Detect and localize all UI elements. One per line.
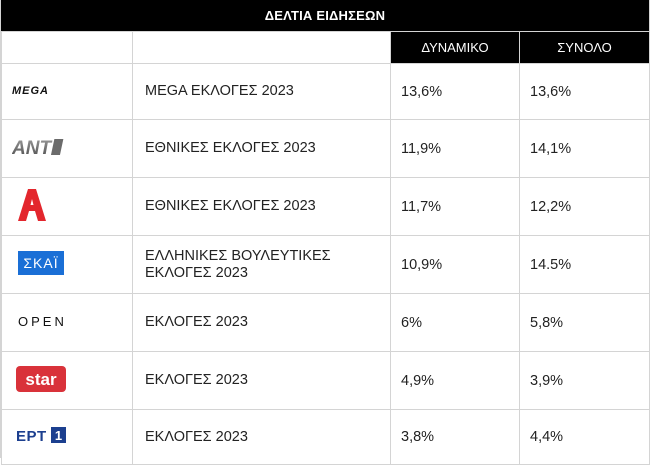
dynamic-value: 4,9% <box>390 351 520 410</box>
dynamic-value: 13,6% <box>390 63 520 120</box>
table-row: OPEN ΕΚΛΟΓΕΣ 2023 6% 5,8% <box>1 293 650 352</box>
svg-text:star: star <box>25 370 57 389</box>
channel-logo-cell: ANT <box>1 119 133 178</box>
channel-logo-cell <box>1 177 133 236</box>
total-value: 12,2% <box>519 177 650 236</box>
program-name: ΕΚΛΟΓΕΣ 2023 <box>132 293 391 352</box>
ant1-logo-icon: ANT <box>12 136 68 158</box>
channel-logo-cell: star <box>1 351 133 410</box>
total-value: 4,4% <box>519 409 650 465</box>
program-name: ΕΘΝΙΚΕΣ ΕΚΛΟΓΕΣ 2023 <box>132 119 391 178</box>
dynamic-value: 11,9% <box>390 119 520 178</box>
ert1-logo-icon: ΕΡΤ 1 <box>16 426 68 444</box>
star-logo-icon: star <box>16 365 66 392</box>
table-row: ΣΚΑΪ ΕΛΛΗΝΙΚΕΣ ΒΟΥΛΕΥΤΙΚΕΣ ΕΚΛΟΓΕΣ 2023 … <box>1 235 650 294</box>
total-value: 13,6% <box>519 63 650 120</box>
ratings-table: ΔΥΝΑΜΙΚΟ ΣΥΝΟΛΟ MEGA MEGA ΕΚΛΟΓΕΣ 2023 1… <box>1 31 650 465</box>
channel-logo-cell: OPEN <box>1 293 133 352</box>
channel-logo-cell: ΣΚΑΪ <box>1 235 133 294</box>
table-title: ΔΕΛΤΙΑ ΕΙΔΗΣΕΩΝ <box>1 0 649 31</box>
dynamic-value: 6% <box>390 293 520 352</box>
svg-text:MEGA: MEGA <box>12 85 49 96</box>
svg-text:OPEN: OPEN <box>18 314 67 328</box>
header-empty-cell <box>1 31 133 64</box>
table-row: ΕΘΝΙΚΕΣ ΕΚΛΟΓΕΣ 2023 11,7% 12,2% <box>1 177 650 236</box>
mega-logo-icon: MEGA <box>12 84 68 96</box>
svg-text:ΕΡΤ: ΕΡΤ <box>16 428 47 444</box>
program-name: ΕΚΛΟΓΕΣ 2023 <box>132 409 391 465</box>
table-row: ΕΡΤ 1 ΕΚΛΟΓΕΣ 2023 3,8% 4,4% <box>1 409 650 465</box>
program-name: ΕΛΛΗΝΙΚΕΣ ΒΟΥΛΕΥΤΙΚΕΣ ΕΚΛΟΓΕΣ 2023 <box>132 235 391 294</box>
header-dynamic: ΔΥΝΑΜΙΚΟ <box>390 31 520 64</box>
channel-logo-cell: ΕΡΤ 1 <box>1 409 133 465</box>
dynamic-value: 10,9% <box>390 235 520 294</box>
dynamic-value: 11,7% <box>390 177 520 236</box>
channel-logo-cell: MEGA <box>1 63 133 120</box>
program-name: ΕΚΛΟΓΕΣ 2023 <box>132 351 391 410</box>
table-row: MEGA MEGA ΕΚΛΟΓΕΣ 2023 13,6% 13,6% <box>1 63 650 120</box>
total-value: 14,1% <box>519 119 650 178</box>
svg-text:ΣΚΑΪ: ΣΚΑΪ <box>23 255 58 271</box>
dynamic-value: 3,8% <box>390 409 520 465</box>
open-logo-icon: OPEN <box>18 314 72 328</box>
svg-text:1: 1 <box>55 428 62 443</box>
table-row: ANT ΕΘΝΙΚΕΣ ΕΚΛΟΓΕΣ 2023 11,9% 14,1% <box>1 119 650 178</box>
program-name: ΕΘΝΙΚΕΣ ΕΚΛΟΓΕΣ 2023 <box>132 177 391 236</box>
header-empty-cell <box>132 31 391 64</box>
header-total: ΣΥΝΟΛΟ <box>519 31 650 64</box>
svg-text:ANT: ANT <box>12 138 52 158</box>
table-header-row: ΔΥΝΑΜΙΚΟ ΣΥΝΟΛΟ <box>1 31 650 64</box>
total-value: 14.5% <box>519 235 650 294</box>
program-name: MEGA ΕΚΛΟΓΕΣ 2023 <box>132 63 391 120</box>
total-value: 3,9% <box>519 351 650 410</box>
skai-logo-icon: ΣΚΑΪ <box>18 250 64 275</box>
alpha-logo-icon <box>17 188 47 222</box>
table-row: star ΕΚΛΟΓΕΣ 2023 4,9% 3,9% <box>1 351 650 410</box>
total-value: 5,8% <box>519 293 650 352</box>
